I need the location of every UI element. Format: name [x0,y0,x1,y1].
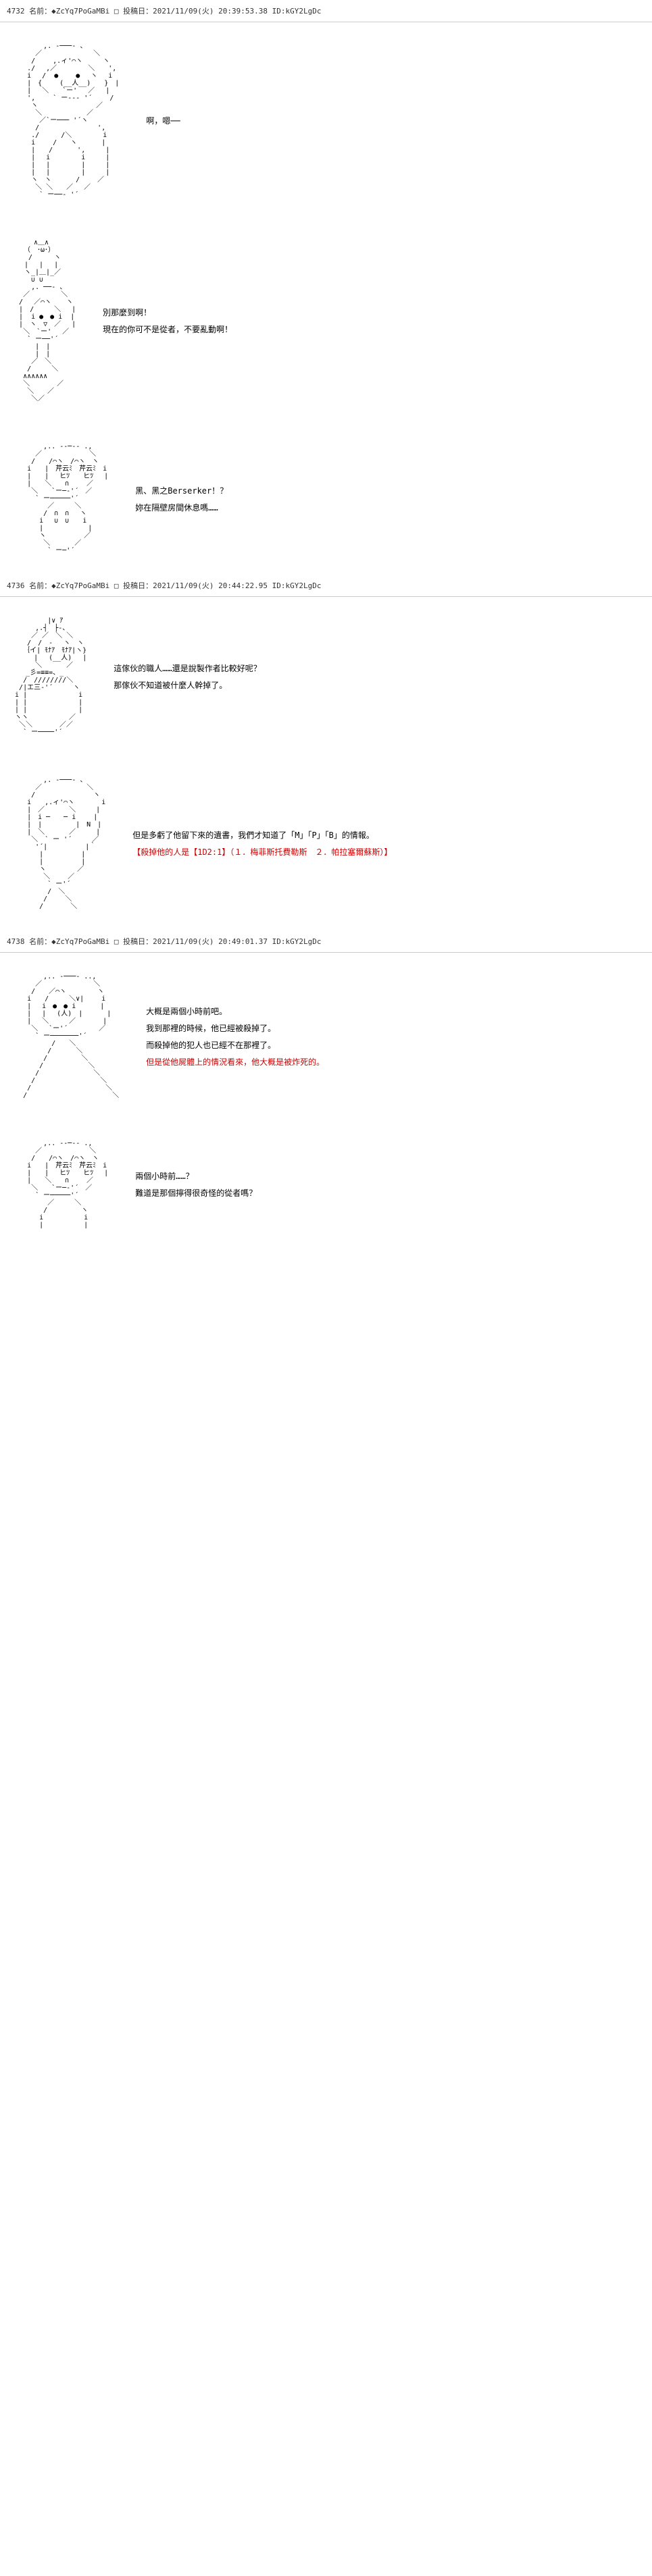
dialogue-line: 兩個小時前……？ [135,1170,257,1182]
panel-2: ∧＿∧ （ ･ω･） / ヽ | | | ヽ_|＿|_／ ∪ ∪ ,. ──- … [0,219,652,423]
dialogue-line: 啊，嗯── [146,115,180,126]
ascii-art-2: ∧＿∧ （ ･ω･） / ヽ | | | ヽ_|＿|_／ ∪ ∪ ,. ──- … [7,239,76,402]
dialogue-line: 妳在隔壁房間休息嗎…… [135,502,228,513]
dialogue-3: 黑、黑之Berserker！？ 妳在隔壁房間休息嗎…… [108,485,228,513]
ascii-art-3: ,.. -‐─‐- ., ／ ＼ / /⌒ヽ /⌒ヽ ヽ i | 芹云ﾐ 芹云ﾐ… [7,443,108,554]
panel-1: ,. -───- 、 ／ ＼ / ,.ィ'⌒ヽ ヽ ./ ,／ ＼ ', i /… [0,22,652,219]
dialogue-line: 現在的你可不是從者，不要亂動啊！ [103,323,232,335]
dialogue-line: 大概是兩個小時前吧。 [146,1005,324,1017]
ascii-art-1: ,. -───- 、 ／ ＼ / ,.ィ'⌒ヽ ヽ ./ ,／ ＼ ', i /… [7,43,119,199]
dialogue-line: 黑、黑之Berserker！？ [135,485,228,496]
panel-6: ,.. -───- .., ／ ＼ / ／⌒ヽ ヽ i / ＼∨| i | i … [0,953,652,1120]
dialogue-line: 那傢伙不知道被什麼人幹掉了。 [114,679,261,691]
panel-5: ,. -───- 、 ／ ＼ / ヽ i ,.ィ'⌒ヽ i | ／ ＼ | | … [0,756,652,930]
dialogue-4: 這傢伙的職人……還是說製作者比較好呢？ 那傢伙不知道被什麼人幹掉了。 [86,662,261,691]
ascii-art-7: ,.. -‐─‐- ., ／ ＼ / /⌒ヽ /⌒ヽ ヽ i | 芹云ﾐ 芹云ﾐ… [7,1140,108,1229]
dialogue-2: 別那麼到啊！ 現在的你可不是從者，不要亂動啊！ [76,307,232,335]
ascii-art-6: ,.. -───- .., ／ ＼ / ／⌒ヽ ヽ i / ＼∨| i | i … [7,973,119,1099]
post-header-4738: 4738 名前：◆ZcYq7PoGaMBi □ 投稿日：2021/11/09(火… [0,930,652,953]
panel-3: ,.. -‐─‐- ., ／ ＼ / /⌒ヽ /⌒ヽ ヽ i | 芹云ﾐ 芹云ﾐ… [0,423,652,575]
post-header-4732: 4732 名前：◆ZcYq7PoGaMBi □ 投稿日：2021/11/09(火… [0,0,652,22]
dialogue-line: 別那麼到啊！ [103,307,232,318]
post-header-4736: 4736 名前：◆ZcYq7PoGaMBi □ 投稿日：2021/11/09(火… [0,575,652,597]
dialogue-7: 兩個小時前……？ 難道是那個擰得很奇怪的從者嗎？ [108,1170,257,1199]
dialogue-6: 大概是兩個小時前吧。 我到那裡的時候，他已經被殺掉了。 而殺掉他的犯人也已經不在… [119,1005,324,1068]
dialogue-1: 啊，嗯── [119,115,180,126]
panel-4: |∨ ｱ ,.┤ ├-、 ／ ／ ＼ ＼ / / - ヽ ヽ ｛イ| ﾓﾅｱ ﾓ… [0,597,652,756]
ascii-art-5: ,. -───- 、 ／ ＼ / ヽ i ,.ィ'⌒ヽ i | ／ ＼ | | … [7,777,105,910]
dialogue-line-red: 但是從他屍體上的情況看來，他大概是被炸死的。 [146,1056,324,1068]
dialogue-line: 而殺掉他的犯人也已經不在那裡了。 [146,1039,324,1051]
dialogue-line: 難道是那個擰得很奇怪的從者嗎？ [135,1187,257,1199]
dialogue-line-red: 【殺掉他的人是【1D2:1】（１．梅菲斯托費勒斯 ２．帕拉塞爾蘇斯）】 [132,846,392,858]
panel-7: ,.. -‐─‐- ., ／ ＼ / /⌒ヽ /⌒ヽ ヽ i | 芹云ﾐ 芹云ﾐ… [0,1120,652,1249]
dialogue-line: 這傢伙的職人……還是說製作者比較好呢？ [114,662,261,674]
dialogue-line: 但是多虧了他留下來的遺書，我們才知道了「M」「P」「B」的情報。 [132,829,392,841]
dialogue-line: 我到那裡的時候，他已經被殺掉了。 [146,1022,324,1034]
ascii-art-4: |∨ ｱ ,.┤ ├-、 ／ ／ ＼ ＼ / / - ヽ ヽ ｛イ| ﾓﾅｱ ﾓ… [7,617,86,736]
dialogue-5: 但是多虧了他留下來的遺書，我們才知道了「M」「P」「B」的情報。 【殺掉他的人是… [105,829,392,858]
